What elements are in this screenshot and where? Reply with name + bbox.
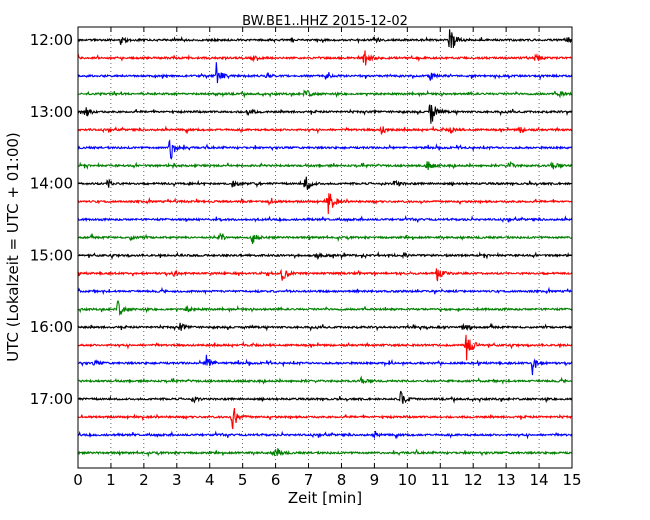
x-tick-label: 13 <box>497 471 516 489</box>
y-tick-label: 13:00 <box>30 103 73 121</box>
trace-line <box>77 375 573 385</box>
x-tick-label: 8 <box>337 471 347 489</box>
y-tick-label: 12:00 <box>30 31 73 49</box>
y-tick-label: 14:00 <box>30 175 73 193</box>
trace-line <box>77 268 573 282</box>
trace-line <box>77 214 573 224</box>
trace-line <box>77 29 573 49</box>
trace-line <box>77 354 573 376</box>
trace-line <box>77 286 573 296</box>
y-axis-label: UTC (Lokalzeit = UTC + 01:00) <box>4 132 22 362</box>
trace-line <box>77 322 573 332</box>
trace-line <box>77 447 573 458</box>
x-tick-label: 5 <box>238 471 248 489</box>
chart-title: BW.BE1..HHZ 2015-12-02 <box>242 14 408 29</box>
trace-line <box>77 161 573 171</box>
trace-line <box>77 300 573 316</box>
x-tick-label: 10 <box>398 471 417 489</box>
gridlines <box>110 27 540 468</box>
x-axis-ticks: 0 1 2 3 4 5 6 7 8 9 10 11 12 13 14 15 <box>73 27 582 489</box>
trace-line <box>77 250 573 261</box>
trace-line <box>77 50 573 66</box>
x-tick-label: 7 <box>304 471 314 489</box>
trace-line <box>77 104 573 124</box>
x-tick-label: 6 <box>271 471 281 489</box>
traces <box>77 29 573 458</box>
trace-line <box>77 139 573 160</box>
trace-line <box>77 232 573 245</box>
y-tick-label: 17:00 <box>30 390 73 408</box>
trace-line <box>77 176 573 190</box>
x-tick-label: 3 <box>172 471 182 489</box>
trace-line <box>77 334 573 361</box>
trace-line <box>77 89 573 99</box>
trace-line <box>77 193 573 215</box>
trace-line <box>77 62 573 84</box>
y-axis-ticks: 12:00 13:00 14:00 15:00 16:00 17:00 <box>30 31 572 408</box>
x-tick-label: 11 <box>431 471 450 489</box>
x-tick-label: 1 <box>106 471 116 489</box>
trace-line <box>77 125 573 135</box>
trace-line <box>77 407 573 430</box>
trace-line <box>77 390 573 404</box>
x-axis-label: Zeit [min] <box>288 489 362 507</box>
x-tick-label: 0 <box>73 471 83 489</box>
x-tick-label: 14 <box>530 471 549 489</box>
plot-frame <box>77 26 573 469</box>
x-tick-label: 12 <box>464 471 483 489</box>
x-tick-label: 15 <box>562 471 581 489</box>
trace-line <box>77 430 573 440</box>
y-tick-label: 15:00 <box>30 246 73 264</box>
y-tick-label: 16:00 <box>30 318 73 336</box>
x-tick-label: 4 <box>205 471 215 489</box>
x-tick-label: 9 <box>370 471 380 489</box>
x-tick-label: 2 <box>139 471 149 489</box>
